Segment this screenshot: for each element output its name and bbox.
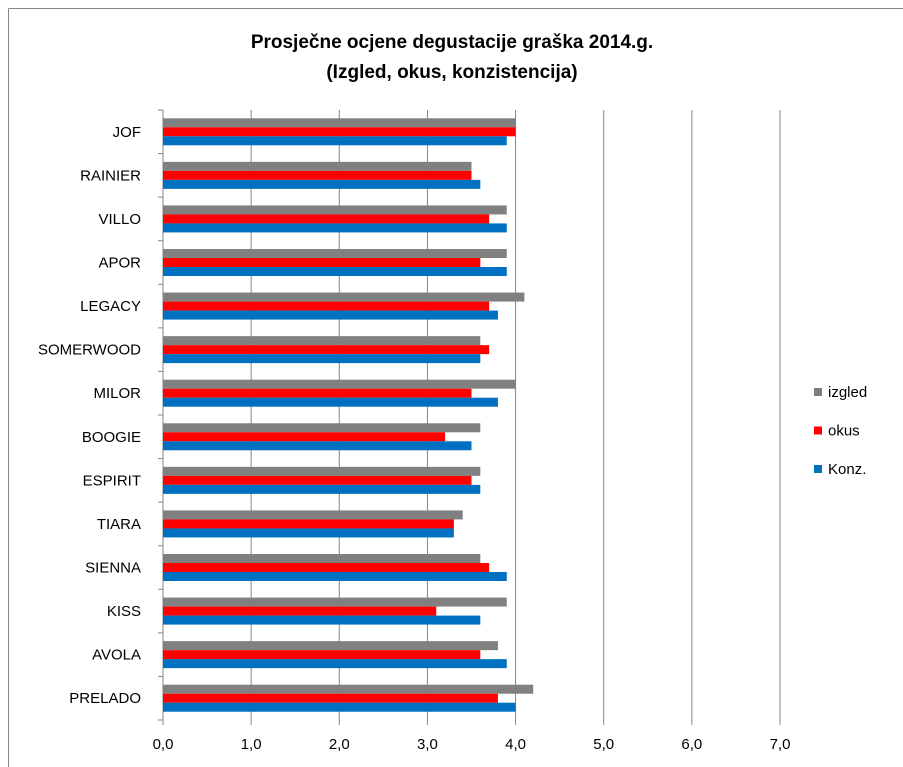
legend-swatch — [814, 388, 822, 396]
x-tick-label: 2,0 — [329, 736, 350, 753]
y-tick-label: TIARA — [97, 516, 141, 533]
x-tick-label: 0,0 — [153, 736, 174, 753]
bar — [163, 563, 490, 572]
bar — [163, 258, 481, 267]
bar — [163, 441, 472, 451]
x-tick-label: 4,0 — [505, 736, 526, 753]
bar — [163, 267, 507, 276]
bar — [163, 223, 507, 233]
chart-subtitle: (Izgled, okus, konzistencija) — [326, 62, 577, 83]
x-tick-label: 5,0 — [593, 736, 614, 753]
y-tick-label: AVOLA — [92, 647, 141, 664]
bar — [163, 205, 507, 215]
bar — [163, 650, 481, 660]
bar — [163, 397, 498, 407]
bar — [163, 170, 472, 180]
bar — [163, 423, 481, 433]
bar — [163, 554, 481, 563]
y-tick-label: VILLO — [98, 211, 141, 228]
bar — [163, 597, 507, 607]
bar — [163, 684, 534, 694]
bar — [163, 379, 516, 389]
bar — [163, 388, 472, 398]
y-tick-label: BOOGIE — [82, 429, 141, 446]
bar — [163, 345, 490, 355]
bar — [163, 693, 498, 703]
bar — [163, 354, 481, 364]
x-tick-label: 1,0 — [241, 736, 262, 753]
bar — [163, 615, 481, 625]
y-tick-label: APOR — [98, 254, 141, 271]
y-tick-label: LEGACY — [80, 298, 141, 315]
y-tick-label: JOF — [113, 124, 141, 141]
legend-label: izgled — [828, 384, 867, 401]
bar — [163, 702, 516, 712]
legend-label: Konz. — [828, 461, 866, 478]
y-tick-label: PRELADO — [69, 690, 141, 707]
legend-swatch — [814, 465, 822, 473]
bar — [163, 161, 472, 171]
y-tick-label: KISS — [107, 603, 141, 620]
y-tick-label: SOMERWOOD — [38, 342, 141, 359]
bar — [163, 475, 472, 485]
bar — [163, 310, 498, 320]
bar — [163, 484, 481, 494]
bar — [163, 519, 454, 529]
y-tick-label: SIENNA — [85, 559, 141, 576]
bar — [163, 179, 481, 189]
x-tick-label: 6,0 — [681, 736, 702, 753]
bar — [163, 572, 507, 581]
legend-swatch — [814, 426, 822, 435]
bar — [163, 127, 516, 137]
bar — [163, 118, 516, 128]
bar — [163, 301, 490, 311]
bar — [163, 606, 437, 616]
y-tick-label: MILOR — [93, 385, 141, 402]
bar — [163, 659, 507, 669]
x-tick-label: 7,0 — [770, 736, 791, 753]
bar — [163, 432, 446, 442]
y-tick-label: RAINIER — [80, 167, 141, 184]
chart-title: Prosječne ocjene degustacije graška 2014… — [251, 32, 653, 53]
bar — [163, 292, 525, 302]
bar — [163, 249, 507, 258]
bar — [163, 510, 463, 520]
bar — [163, 528, 454, 538]
bar — [163, 214, 490, 224]
y-tick-label: ESPIRIT — [83, 472, 141, 489]
bar — [163, 641, 498, 651]
x-tick-label: 3,0 — [417, 736, 438, 753]
bar — [163, 466, 481, 476]
legend-label: okus — [828, 422, 860, 439]
bar — [163, 336, 481, 346]
bar — [163, 136, 507, 146]
